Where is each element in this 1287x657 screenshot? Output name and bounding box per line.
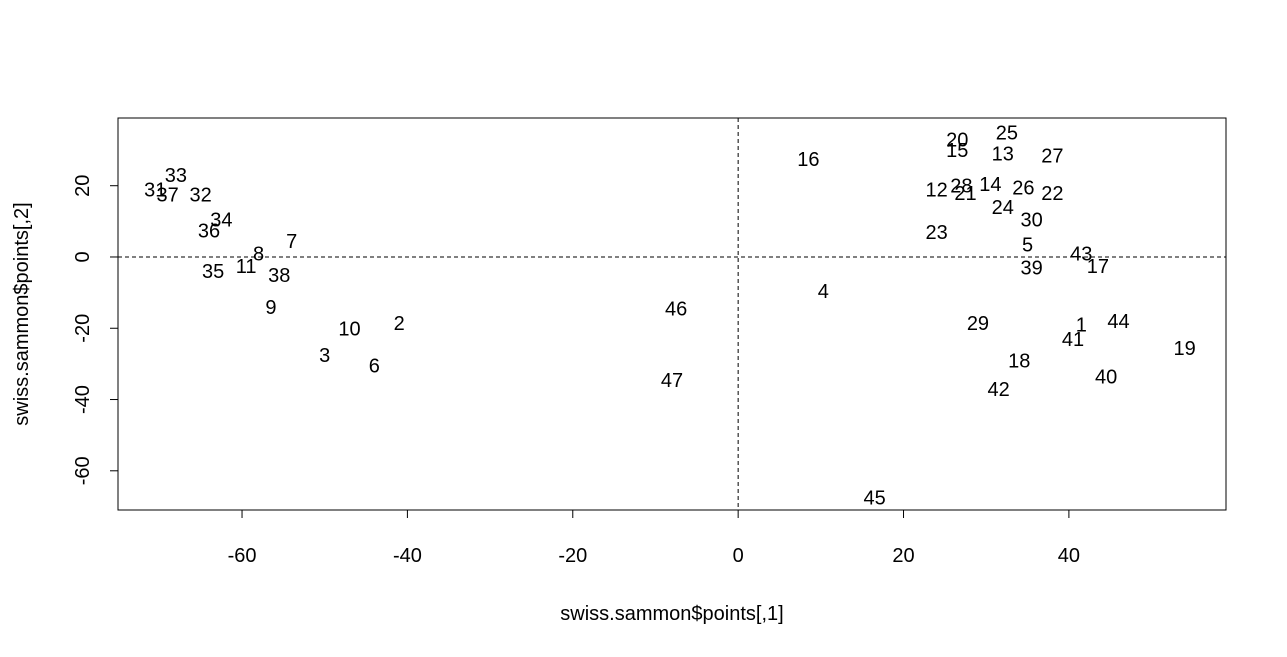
- y-tick-label: -60: [72, 456, 94, 485]
- x-tick-label: -40: [393, 545, 422, 567]
- point-label: 1: [1076, 315, 1087, 337]
- point-label: 4: [818, 281, 829, 303]
- point-label: 43: [1070, 243, 1092, 265]
- point-label: 3: [319, 345, 330, 367]
- point-label: 8: [253, 243, 264, 265]
- point-label: 28: [950, 176, 972, 198]
- point-label: 47: [661, 370, 683, 392]
- x-axis: -60 -40 -20 0 20 40: [228, 509, 1080, 567]
- y-tick-label: 20: [72, 175, 94, 197]
- x-tick-label: 20: [892, 545, 914, 567]
- x-axis-label: swiss.sammon$points[,1]: [560, 603, 783, 625]
- point-label: 42: [987, 379, 1009, 401]
- point-label: 9: [265, 297, 276, 319]
- point-label: 41: [1062, 329, 1084, 351]
- x-tick-label: 0: [733, 545, 744, 567]
- y-tick-label: -20: [72, 314, 94, 343]
- point-label: 30: [1021, 210, 1043, 232]
- point-label: 13: [992, 144, 1014, 166]
- x-tick-label: -60: [228, 545, 257, 567]
- point-label: 26: [1012, 177, 1034, 199]
- point-label: 21: [954, 183, 976, 205]
- point-label: 46: [665, 299, 687, 321]
- y-axis: -60 -40 -20 0 20: [72, 175, 119, 485]
- point-label: 14: [979, 174, 1001, 196]
- point-label: 23: [925, 222, 947, 244]
- point-label: 17: [1087, 256, 1109, 278]
- point-label: 2: [394, 313, 405, 335]
- point-label: 44: [1107, 311, 1129, 333]
- x-tick-label: 40: [1058, 545, 1080, 567]
- point-label: 35: [202, 261, 224, 283]
- point-label: 31: [144, 179, 166, 201]
- point-label: 5: [1022, 235, 1033, 257]
- x-tick-label: -20: [558, 545, 587, 567]
- point-label: 34: [210, 210, 232, 232]
- y-tick-label: -40: [72, 385, 94, 414]
- y-tick-label: 0: [72, 251, 94, 262]
- point-label: 29: [967, 313, 989, 335]
- point-label: 12: [925, 179, 947, 201]
- point-label: 15: [946, 140, 968, 162]
- point-label: 32: [190, 185, 212, 207]
- point-label: 7: [286, 231, 297, 253]
- point-label: 19: [1174, 338, 1196, 360]
- point-label: 11: [236, 256, 257, 278]
- reference-lines: [118, 118, 1226, 510]
- point-label: 33: [165, 165, 187, 187]
- point-label: 36: [198, 220, 220, 242]
- point-label: 24: [992, 197, 1014, 219]
- point-label: 10: [338, 318, 360, 340]
- point-label: 22: [1041, 183, 1063, 205]
- y-axis-label: swiss.sammon$points[,2]: [11, 202, 33, 425]
- point-label: 18: [1008, 350, 1030, 372]
- point-label: 40: [1095, 366, 1117, 388]
- point-label: 16: [797, 149, 819, 171]
- point-label: 37: [156, 185, 178, 207]
- point-label: 25: [996, 122, 1018, 144]
- point-label: 27: [1041, 145, 1063, 167]
- point-label: 45: [863, 488, 885, 510]
- point-label: 20: [946, 129, 968, 151]
- point-label: 39: [1021, 258, 1043, 280]
- point-label: 38: [268, 265, 290, 287]
- point-label: 6: [369, 356, 380, 378]
